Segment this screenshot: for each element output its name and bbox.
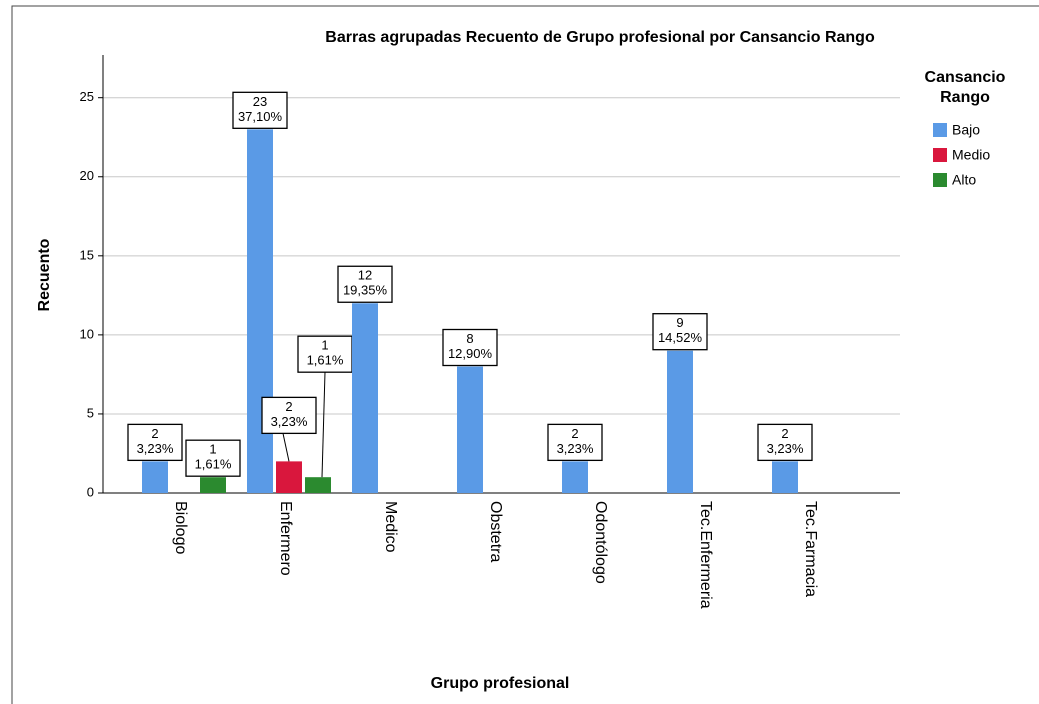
value-label: 2 [151,426,158,441]
bar [457,366,483,493]
label-box [337,265,393,303]
bar [276,461,302,493]
y-tick-label: 20 [80,168,94,183]
legend-label: Medio [952,147,990,163]
legend-title: Cansancio Rango [925,69,1006,106]
value-label: 9 [676,315,683,330]
x-tick-label: Tec.Farmacia [802,501,819,597]
value-label: 2 [285,399,292,414]
y-tick-label: 15 [80,247,94,262]
percent-label: 1,61% [307,353,344,368]
y-tick-label: 5 [87,405,94,420]
y-axis-label: Recuento [36,238,53,311]
value-label: 8 [466,331,473,346]
percent-label: 1,61% [195,457,232,472]
legend-label: Bajo [952,122,980,138]
bar [200,477,226,493]
label-box [652,313,708,351]
percent-label: 3,23% [557,441,594,456]
x-tick-label: Medico [382,501,399,553]
label-box [757,423,813,462]
value-label: 2 [571,426,578,441]
x-tick-label: Biologo [172,501,189,554]
label-box [442,328,498,367]
legend-swatch [933,148,947,162]
value-label: 12 [358,268,372,283]
label-box [261,396,317,435]
x-tick-label: Obstetra [487,501,504,562]
label-box [127,423,183,462]
label-box [185,439,241,477]
percent-label: 37,10% [238,109,283,124]
label-box [297,335,353,373]
x-tick-label: Enfermero [277,501,294,576]
percent-label: 14,52% [658,330,703,345]
legend-swatch [933,123,947,137]
value-label: 23 [253,94,267,109]
legend-label: Alto [952,172,976,188]
bar [667,350,693,493]
percent-label: 3,23% [137,441,174,456]
y-tick-label: 0 [87,484,94,499]
leader-line [282,433,290,462]
percent-label: 19,35% [343,283,388,298]
legend-swatch [933,173,947,187]
y-tick-label: 25 [80,89,94,104]
x-tick-label: Odontólogo [592,501,609,584]
percent-label: 3,23% [271,414,308,429]
y-tick-label: 10 [80,326,94,341]
leader-line [321,372,326,478]
bar [562,461,588,493]
bar [305,477,331,493]
bar [352,303,378,493]
x-axis-label: Grupo profesional [431,675,570,692]
bar [142,461,168,493]
chart-title: Barras agrupadas Recuento de Grupo profe… [325,29,875,46]
value-label: 1 [209,442,216,457]
label-box [232,91,288,129]
percent-label: 3,23% [767,441,804,456]
value-label: 1 [321,338,328,353]
label-box [547,423,603,462]
percent-label: 12,90% [448,346,493,361]
frame [11,5,1039,704]
bar [772,461,798,493]
value-label: 2 [781,426,788,441]
x-tick-label: Tec.Enfermeria [697,501,714,609]
bar [247,129,273,493]
